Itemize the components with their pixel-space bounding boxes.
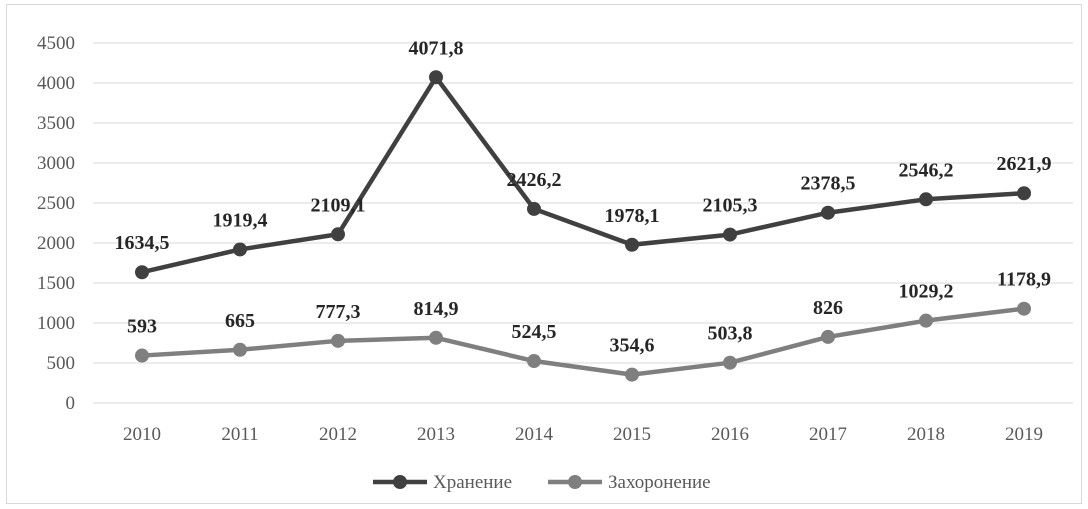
data-point [233,242,247,257]
data-point [331,333,345,348]
y-tick-label: 1000 [37,313,75,334]
series-line [141,306,1025,377]
legend-label: Хранение [433,472,512,493]
data-point [1017,186,1031,201]
y-tick-label: 0 [66,393,76,414]
data-label: 2105,3 [703,195,758,217]
x-tick-label: 2015 [613,424,651,445]
y-tick-label: 4000 [37,73,75,94]
data-label: 665 [225,310,255,332]
legend: Хранение Захоронение [373,472,711,493]
y-tick-label: 2000 [37,233,75,254]
legend-label: Захоронение [608,472,711,493]
data-point [331,227,345,242]
data-label: 4071,8 [409,37,464,59]
series-line [141,75,1025,275]
data-label: 826 [813,297,843,319]
legend-swatch-marker [568,475,582,489]
legend-swatch-marker [393,475,407,489]
data-labels: 1634,5 1919,4 2109,1 4071,8 2426,2 1978,1 2105… [115,37,1052,356]
data-point [135,265,149,280]
data-point [919,313,933,328]
data-point [527,354,541,369]
x-tick-label: 2014 [515,424,554,445]
y-tick-label: 2500 [37,193,75,214]
y-tick-label: 4500 [37,33,75,54]
y-axis-tick-labels: 0 500 1000 1500 2000 2500 3000 3500 4000 4500 [37,33,75,414]
data-point [1017,301,1031,316]
data-point [821,329,835,344]
data-label: 593 [127,316,157,338]
y-tick-label: 1500 [37,273,75,294]
data-point [429,70,443,85]
data-point [527,201,541,216]
x-tick-label: 2019 [1005,424,1043,445]
y-tick-label: 500 [47,353,76,374]
y-tick-label: 3000 [37,153,75,174]
data-label: 1178,9 [997,269,1051,291]
chart-area [6,4,1082,504]
x-axis-tick-labels: 2010 2011 2012 2013 2014 2015 2016 2017 2018 2019 [123,424,1043,445]
x-tick-label: 2011 [221,424,258,445]
data-point [429,330,443,345]
data-point [723,355,737,370]
data-label: 2378,5 [801,173,856,195]
data-point [919,192,933,207]
data-label: 777,3 [316,301,361,323]
y-tick-label: 3500 [37,113,75,134]
data-label: 2546,2 [899,159,954,181]
data-point [821,205,835,220]
x-tick-label: 2018 [907,424,945,445]
data-point [625,367,639,382]
data-label: 354,6 [610,335,655,357]
data-label: 524,5 [512,321,557,343]
data-label: 814,9 [414,298,459,320]
data-point [723,227,737,242]
data-label: 1029,2 [899,281,954,303]
x-tick-label: 2016 [711,424,749,445]
data-label: 2621,9 [997,153,1052,175]
x-tick-label: 2010 [123,424,161,445]
series-lines [135,70,1031,382]
data-point [233,342,247,357]
data-label: 1978,1 [605,205,660,227]
data-label: 2109,1 [311,194,366,216]
data-point [625,237,639,252]
data-label: 1919,4 [213,209,268,231]
data-label: 2426,2 [507,169,562,191]
data-label: 1634,5 [115,232,170,254]
x-tick-label: 2013 [417,424,455,445]
data-label: 503,8 [708,323,753,345]
data-point [135,348,149,363]
x-tick-label: 2012 [319,424,357,445]
x-tick-label: 2017 [809,424,847,445]
